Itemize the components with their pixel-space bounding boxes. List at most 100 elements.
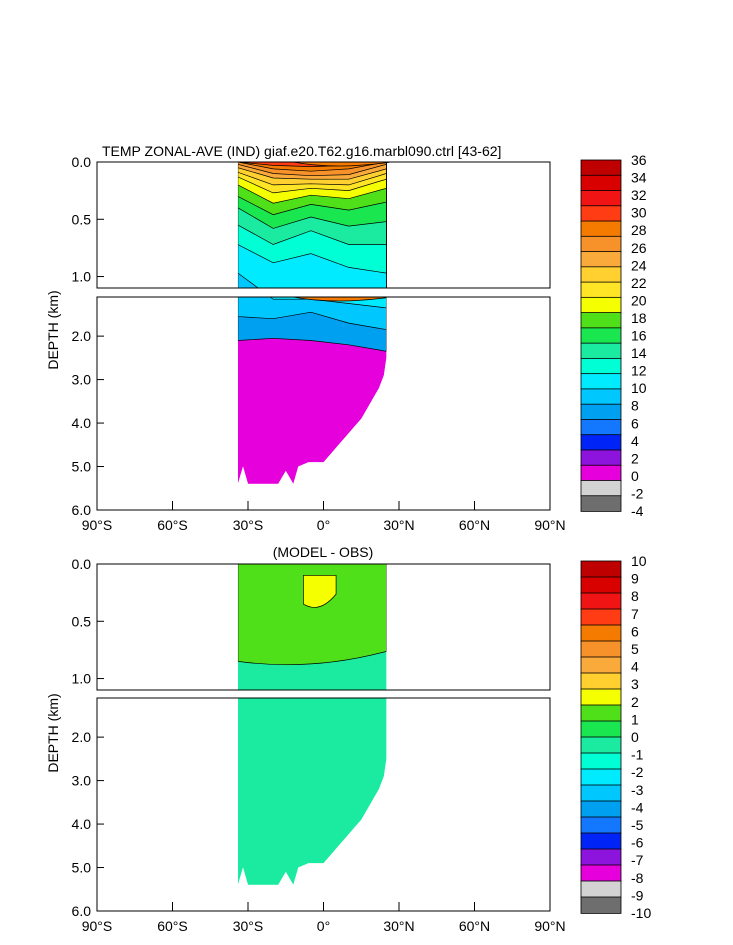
colorbar-label: 26 (631, 240, 647, 256)
panel-top-axes: 0.0 0.5 1.0 2.0 3.0 4.0 5.0 6.090°S 60°S 30°S 0° 30… (72, 154, 566, 533)
y-tick-label: 2.0 (72, 729, 92, 745)
panel-bottom-axes: 0.0 0.5 1.0 2.0 3.0 4.0 5.0 6.090°S 60°S 30°S 0° 30… (72, 556, 566, 934)
panel-bottom-ylabel: DEPTH (km) (45, 693, 61, 772)
colorbar-label: 32 (631, 187, 647, 203)
y-tick-label: 3.0 (72, 773, 92, 789)
panel-bottom-title: (MODEL - OBS) (273, 544, 374, 560)
colorbar-swatch (580, 624, 622, 642)
colorbar-swatch (580, 576, 622, 594)
x-tick-label: 90°N (534, 918, 565, 934)
colorbar-swatch (580, 480, 622, 497)
colorbar-swatch (580, 174, 622, 192)
colorbar-swatch (580, 266, 622, 283)
colorbar-label: 30 (631, 205, 647, 221)
panel-top-lower-field (97, 297, 550, 510)
seafloor-land (237, 357, 387, 510)
y-tick-label: 0.5 (72, 613, 92, 629)
colorbar-label: 8 (631, 398, 639, 414)
colorbar-label: -3 (631, 782, 644, 798)
colorbar-label: 24 (631, 257, 647, 273)
colorbar-label: 20 (631, 292, 647, 308)
colorbar-label: -2 (631, 764, 644, 780)
y-tick-label: 6.0 (72, 502, 92, 518)
colorbar-swatch (580, 688, 622, 706)
colorbar-label: -1 (631, 747, 644, 763)
y-tick-label: 0.0 (72, 154, 92, 170)
colorbar-swatch (580, 296, 622, 314)
colorbar-label: -8 (631, 870, 644, 886)
colorbar-label: -5 (631, 817, 644, 833)
colorbar-label: 28 (631, 222, 647, 238)
colorbar-swatch (580, 880, 622, 898)
bias-region-warm-core (303, 575, 337, 608)
colorbar-label: -10 (631, 905, 651, 921)
land-west (97, 162, 238, 288)
colorbar-swatch (580, 495, 622, 512)
land-west (97, 564, 238, 690)
colorbar-label: 36 (631, 152, 647, 168)
y-tick-label: 0.5 (72, 211, 92, 227)
x-tick-label: 60°S (157, 517, 188, 533)
colorbar-swatch (580, 704, 622, 722)
colorbar-label: 9 (631, 571, 639, 587)
colorbar-label: -4 (631, 503, 644, 519)
colorbar-swatch (580, 736, 622, 754)
y-tick-label: 2.0 (72, 328, 92, 344)
bias-region-warm-bias-upper (237, 564, 387, 666)
colorbar-swatch (580, 640, 622, 658)
panel-top-ylabel: DEPTH (km) (45, 290, 61, 369)
y-tick-label: 0.0 (72, 556, 92, 572)
panel-bottom-upper-field (97, 564, 550, 690)
x-tick-label: 30°N (383, 517, 414, 533)
colorbar-label: 5 (631, 641, 639, 657)
x-tick-label: 30°S (233, 517, 264, 533)
colorbar-label: 0 (631, 468, 639, 484)
x-tick-label: 90°N (534, 517, 565, 533)
colorbar-swatch (580, 449, 622, 467)
panel-top-upper-field (97, 162, 550, 288)
colorbar-swatch (580, 190, 622, 207)
colorbar-swatch (580, 768, 622, 786)
y-tick-label: 4.0 (72, 415, 92, 431)
colorbar-label: 8 (631, 588, 639, 604)
colorbar-label: 4 (631, 433, 639, 449)
colorbar-label: -4 (631, 799, 644, 815)
colorbar-swatch (580, 784, 622, 802)
colorbar-swatch (580, 159, 622, 177)
colorbar-label: -9 (631, 887, 644, 903)
colorbar-swatch (580, 720, 622, 738)
colorbar-swatch (580, 205, 622, 222)
colorbar-swatch (580, 327, 622, 344)
x-tick-label: 0° (317, 918, 330, 934)
colorbar-swatch (580, 848, 622, 866)
colorbar-label: 2 (631, 450, 639, 466)
colorbar-swatch (580, 464, 622, 482)
colorbar-label: 34 (631, 170, 647, 186)
colorbar-label: 4 (631, 659, 639, 675)
x-tick-label: 90°S (82, 918, 113, 934)
colorbar-label: -2 (631, 485, 644, 501)
colorbar-label: 14 (631, 345, 647, 361)
colorbar-swatch (580, 864, 622, 882)
y-tick-label: 1.0 (72, 671, 92, 687)
land-east (386, 698, 550, 911)
x-tick-label: 60°N (459, 918, 490, 934)
colorbar-label: 18 (631, 310, 647, 326)
colorbar-swatch (580, 592, 622, 610)
colorbar-swatch (580, 672, 622, 690)
ocean-base (237, 698, 387, 885)
colorbar-label: 1 (631, 711, 639, 727)
y-tick-label: 5.0 (72, 459, 92, 475)
panel-top-title: TEMP ZONAL-AVE (IND) giaf.e20.T62.g16.ma… (102, 143, 501, 159)
colorbar-swatch (580, 388, 622, 405)
colorbar-swatch (580, 281, 622, 299)
x-tick-label: 60°S (157, 918, 188, 934)
colorbar-swatch (580, 220, 622, 238)
x-tick-label: 30°N (383, 918, 414, 934)
y-tick-label: 6.0 (72, 903, 92, 919)
x-tick-label: 90°S (82, 517, 113, 533)
colorbar-swatch (580, 251, 622, 268)
colorbar-swatch (580, 235, 622, 253)
colorbar-swatch (580, 896, 622, 914)
